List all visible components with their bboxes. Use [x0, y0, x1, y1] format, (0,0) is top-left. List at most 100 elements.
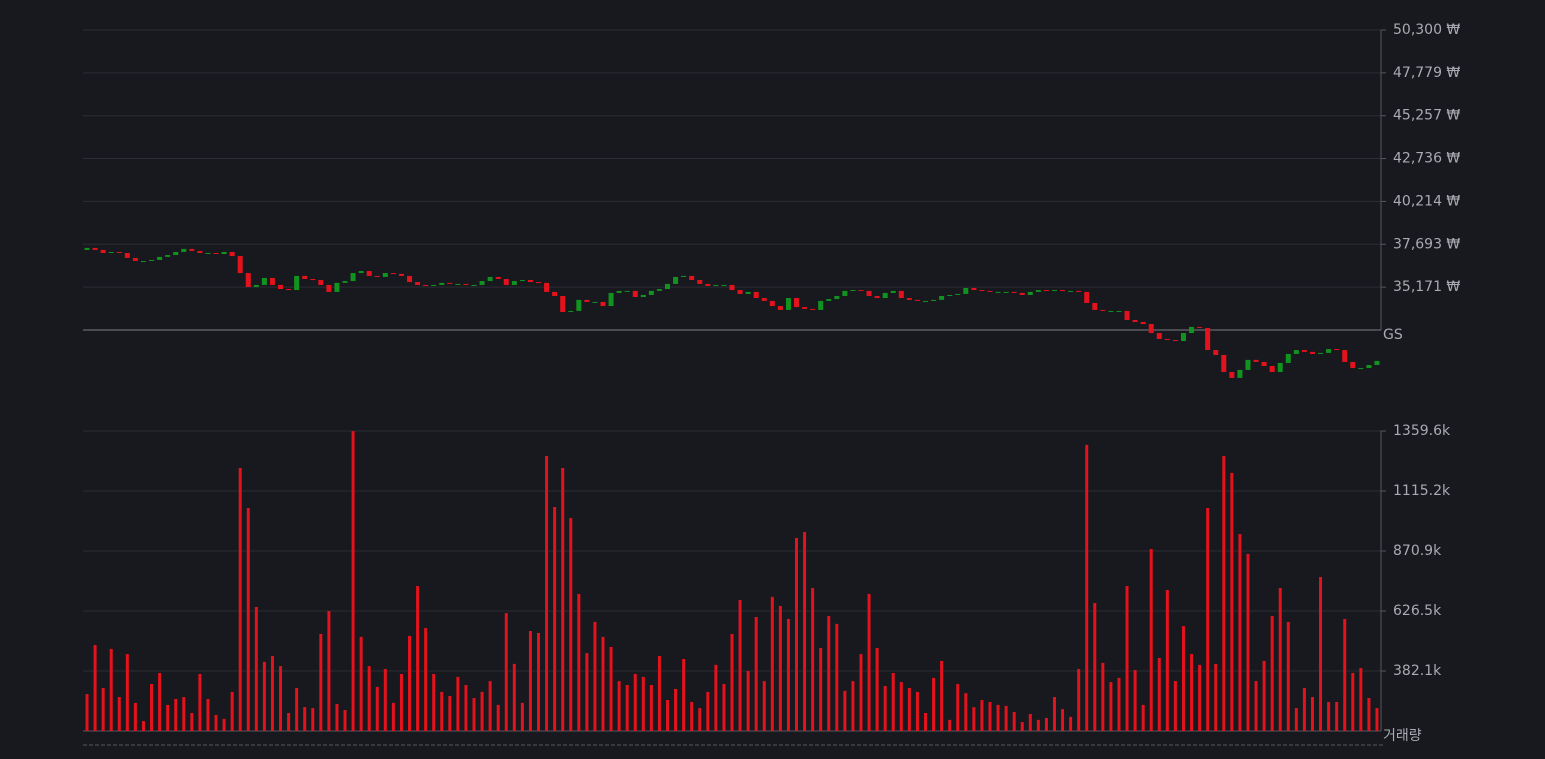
volume-bar	[738, 600, 742, 731]
volume-bar	[1141, 704, 1145, 731]
volume-bar	[1012, 712, 1016, 731]
candle-body	[1132, 319, 1138, 322]
candle-body	[729, 284, 735, 291]
volume-bar	[1214, 663, 1218, 731]
candle-body	[1342, 350, 1348, 362]
candle-body	[922, 300, 928, 302]
volume-bar	[520, 702, 524, 731]
volume-bar	[238, 467, 242, 731]
volume-bar	[1165, 589, 1169, 731]
volume-bar	[319, 633, 323, 731]
volume-bar	[754, 617, 758, 731]
candle-body	[689, 275, 695, 281]
volume-bar	[674, 688, 678, 731]
candle-body	[834, 295, 840, 300]
volume-bar	[907, 687, 911, 731]
candle-body	[237, 256, 243, 274]
candle-body	[1229, 371, 1235, 378]
candle-body	[189, 248, 195, 251]
volume-bar	[1262, 660, 1266, 731]
candle-body	[398, 273, 404, 276]
volume-bar	[730, 633, 734, 731]
y-tick-label: 45,257 ₩	[1393, 108, 1460, 124]
candle-body	[431, 284, 437, 286]
candle-body	[592, 301, 598, 303]
volume-bar	[1359, 668, 1363, 731]
volume-bar	[770, 596, 774, 731]
candle-body	[1358, 368, 1364, 370]
volume-bar	[448, 696, 452, 731]
volume-bar	[1254, 681, 1258, 731]
volume-bar	[553, 507, 557, 731]
candle-body	[278, 284, 284, 290]
candle-body	[785, 298, 791, 310]
candle-body	[382, 273, 388, 277]
candle-body	[205, 252, 211, 254]
volume-bar	[408, 635, 412, 731]
candle-body	[1350, 361, 1356, 369]
volume-bar	[1173, 681, 1177, 731]
volume-bar	[190, 713, 194, 731]
volume-bar	[1052, 697, 1056, 731]
volume-bar	[109, 648, 113, 731]
candle-body	[1318, 352, 1324, 354]
candle-body	[850, 290, 856, 292]
volume-bar	[843, 690, 847, 731]
y-tick-label: 50,300 ₩	[1393, 22, 1460, 38]
candle-body	[1156, 333, 1162, 339]
candle-body	[1084, 291, 1090, 303]
volume-bar	[303, 707, 307, 731]
volume-bar	[714, 664, 718, 731]
volume-bar	[246, 507, 250, 731]
volume-bar	[133, 702, 137, 731]
candle-body	[600, 301, 606, 307]
candle-body	[697, 280, 703, 284]
candle-body	[326, 284, 332, 292]
volume-bar	[496, 704, 500, 731]
volume-bar	[150, 684, 154, 731]
candle-body	[947, 294, 953, 296]
volume-bar	[1230, 472, 1234, 731]
candle-body	[858, 290, 864, 292]
volume-bar	[206, 699, 210, 731]
candle-body	[1060, 290, 1066, 292]
candle-body	[318, 280, 324, 285]
candle-body	[1189, 326, 1195, 334]
candle-body	[753, 291, 759, 299]
y-tick-label: 870.9k	[1393, 543, 1442, 559]
y-tick-label: 382.1k	[1393, 663, 1442, 679]
volume-bar	[932, 677, 936, 731]
candle-body	[1197, 326, 1203, 328]
candle-body	[1366, 364, 1372, 369]
candle-body	[350, 273, 356, 282]
volume-bar	[1181, 626, 1185, 731]
candle-body	[366, 271, 372, 276]
candle-body	[536, 282, 542, 284]
candle-body	[519, 280, 525, 282]
volume-bar	[1319, 576, 1323, 731]
candle-body	[777, 306, 783, 310]
candle-body	[882, 292, 888, 299]
volume-bar	[1286, 621, 1290, 731]
candle-body	[1140, 321, 1146, 325]
candle-body	[906, 298, 912, 300]
volume-bar	[214, 714, 218, 731]
candle-body	[132, 257, 138, 261]
candle-body	[479, 281, 485, 285]
volume-bar	[891, 672, 895, 731]
volume-bar	[1270, 616, 1274, 731]
candle-body	[1092, 302, 1098, 310]
volume-bar	[528, 631, 532, 731]
candle-body	[511, 281, 517, 285]
volume-bar	[778, 605, 782, 731]
volume-bar	[883, 685, 887, 731]
y-tick-label: 42,736 ₩	[1393, 151, 1460, 167]
volume-bar	[1190, 654, 1194, 731]
volume-bar	[617, 681, 621, 731]
candle-body	[955, 293, 961, 295]
candle-body	[124, 252, 130, 258]
volume-bar	[279, 666, 283, 731]
volume-bar	[786, 618, 790, 731]
volume-bar	[295, 687, 299, 731]
